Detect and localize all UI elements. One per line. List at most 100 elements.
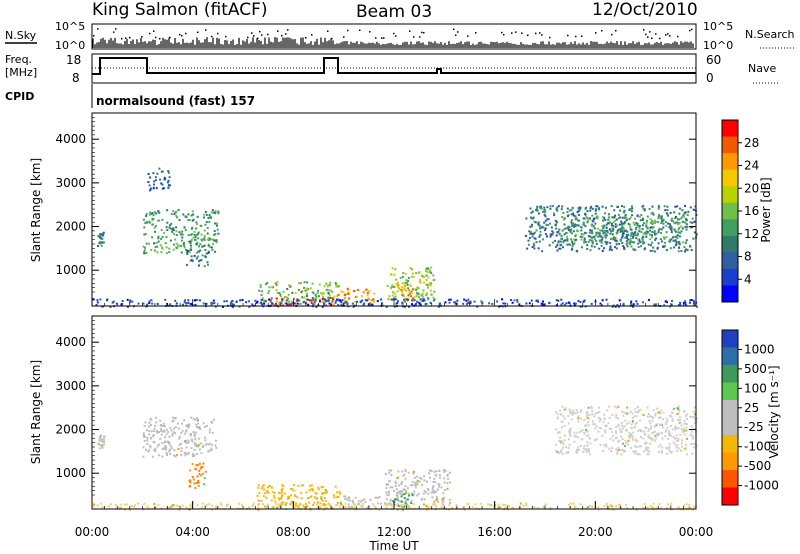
power-echo-9: [575, 238, 578, 241]
power-echo-9: [633, 231, 636, 234]
velocity-echo-5: [388, 469, 391, 472]
velocity-echo-7: [666, 426, 669, 429]
colorbar-swatch: [722, 120, 738, 138]
velocity-echo-7: [692, 435, 695, 438]
velocity-echo-1: [197, 443, 200, 446]
power-echo-11: [231, 300, 234, 302]
velocity-echo-0: [98, 447, 101, 450]
velocity-echo-5: [403, 473, 406, 476]
velocity-echo-5: [415, 484, 418, 487]
velocity-echo-0: [102, 443, 105, 446]
power-echo-11: [323, 299, 326, 302]
power-echo-10: [580, 226, 583, 229]
power-echo-9: [546, 235, 548, 238]
power-echo-9: [531, 235, 534, 238]
velocity-echo-5: [432, 489, 435, 492]
velocity-echo-1: [161, 430, 164, 433]
velocity-echo-7: [583, 431, 586, 434]
velocity-echo-7: [647, 449, 649, 452]
power-echo-9: [550, 226, 553, 229]
nsearch-sample: [659, 37, 661, 40]
velocity-echo-7: [647, 429, 650, 432]
velocity-echo-5: [438, 483, 441, 486]
velocity-echo-7: [596, 411, 599, 414]
power-echo-10: [612, 221, 615, 224]
power-echo-9: [601, 205, 604, 208]
velocity-echo-7: [652, 431, 655, 434]
power-echo-10: [624, 217, 626, 220]
power-echo-11: [121, 300, 124, 303]
power-echo-9: [657, 231, 660, 234]
power-echo-9: [555, 234, 558, 237]
power-echo-9: [658, 214, 661, 216]
velocity-echo-8: [96, 504, 99, 507]
power-echo-9: [555, 246, 558, 248]
power-echo-11: [239, 299, 242, 302]
velocity-echo-1: [155, 421, 158, 424]
power-echo-9: [637, 242, 640, 245]
velocity-echo-7: [661, 450, 663, 453]
power-echo-9: [667, 214, 669, 217]
power-echo-7: [421, 295, 424, 298]
velocity-echo-2: [194, 467, 197, 470]
velocity-echo-7: [569, 412, 572, 415]
power-echo-2: [184, 229, 187, 232]
power-echo-9: [630, 210, 633, 213]
velocity-echo-3: [280, 490, 283, 493]
power-echo-9: [557, 240, 560, 243]
power-echo-10: [592, 226, 595, 229]
power-echo-9: [578, 206, 581, 209]
velocity-echo-7: [654, 412, 657, 415]
power-echo-2: [189, 240, 191, 243]
power-echo-11: [448, 301, 451, 304]
power-echo-11: [213, 302, 216, 305]
power-echo-2: [215, 239, 218, 242]
power-echo-2: [187, 240, 190, 243]
power-echo-11: [210, 301, 213, 304]
power-echo-10: [584, 240, 587, 243]
velocity-echo-7: [633, 450, 636, 453]
power-echo-4: [328, 284, 331, 287]
velocity-echo-7: [680, 424, 683, 427]
velocity-echo-8: [350, 505, 353, 508]
power-echo-10: [583, 223, 585, 226]
velocity-echo-3: [300, 497, 303, 500]
power-echo-9: [604, 212, 606, 215]
velocity-echo-6: [404, 504, 407, 507]
power-echo-10: [685, 223, 688, 226]
nsearch-sample: [217, 32, 219, 35]
power-echo-9: [636, 215, 639, 217]
velocity-echo-7: [612, 439, 615, 442]
power-echo-11: [129, 299, 132, 302]
velocity-echo-7: [634, 422, 637, 425]
velocity-echo-7: [624, 450, 627, 453]
velocity-echo-7: [632, 450, 635, 453]
velocity-echo-7: [634, 438, 637, 441]
velocity-echo-8: [652, 506, 655, 509]
power-echo-10: [566, 235, 568, 238]
velocity-echo-7: [583, 432, 586, 435]
power-echo-4: [327, 291, 330, 294]
power-echo-10: [567, 227, 570, 230]
power-echo-11: [469, 302, 472, 305]
power-echo-9: [586, 210, 589, 213]
velocity-echo-1: [155, 416, 158, 419]
power-echo-11: [692, 299, 695, 302]
velocity-echo-7: [649, 422, 652, 425]
power-echo-4: [327, 284, 329, 287]
power-echo-2: [180, 239, 183, 242]
power-echo-3: [200, 259, 203, 262]
velocity-echo-3: [316, 501, 319, 504]
power-echo-10: [579, 235, 582, 238]
power-echo-11: [190, 303, 193, 306]
velocity-echo-7: [674, 443, 677, 446]
nsearch-sample: [539, 32, 541, 34]
ytick-label: 2000: [55, 423, 86, 437]
power-echo-11: [488, 302, 491, 305]
velocity-echo-3: [306, 497, 309, 500]
power-echo-11: [351, 302, 354, 305]
power-echo-10: [566, 239, 569, 242]
velocity-echo-7: [580, 409, 583, 411]
power-echo-10: [662, 218, 665, 221]
velocity-echo-5: [430, 470, 433, 472]
